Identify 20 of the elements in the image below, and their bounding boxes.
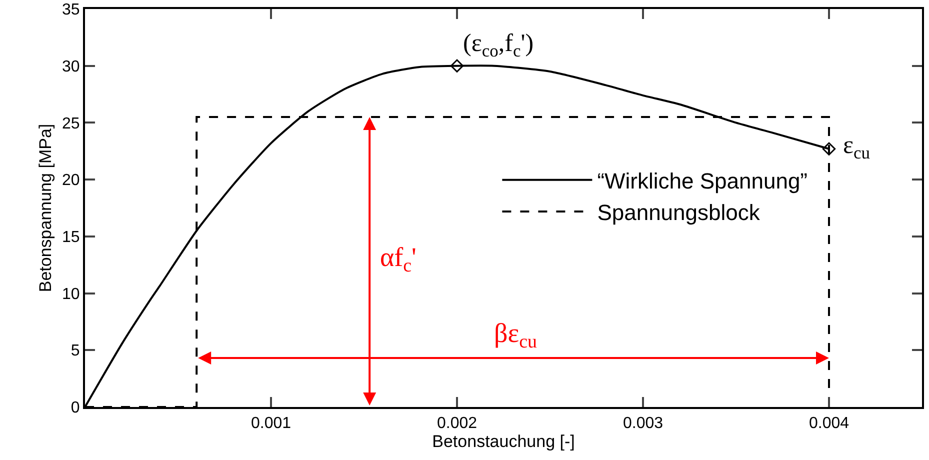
x-tick-label: 0.001 <box>250 415 292 432</box>
annotation: ε$_{cu}$ <box>843 132 870 162</box>
y-tick-label: 35 <box>62 2 80 19</box>
x-axis-title: Betonstauchung [-] <box>432 432 575 452</box>
x-tick-label: 0.002 <box>436 415 478 432</box>
y-tick-label: 5 <box>70 342 80 360</box>
y-tick-label: 0 <box>70 400 80 417</box>
y-tick-label: 25 <box>62 115 80 132</box>
x-tick-label: 0.003 <box>622 415 664 432</box>
y-axis-title: Betonspannung [MPa] <box>36 124 56 292</box>
y-tick-label: 15 <box>62 229 80 246</box>
y-tick-label: 10 <box>62 286 80 303</box>
annotation: αf$_{c}$' <box>380 242 416 277</box>
y-tick-label: 20 <box>62 172 80 190</box>
legend-label: “Wirkliche Spannung” <box>597 168 808 194</box>
y-tick-label: 30 <box>62 58 80 76</box>
annotation: βε$_{cu}$ <box>494 318 538 353</box>
x-tick-label: 0.004 <box>808 415 850 432</box>
legend-label: Spannungsblock <box>597 200 761 226</box>
annotation: (ε$_{co}$,f$_{c}$') <box>463 30 534 60</box>
